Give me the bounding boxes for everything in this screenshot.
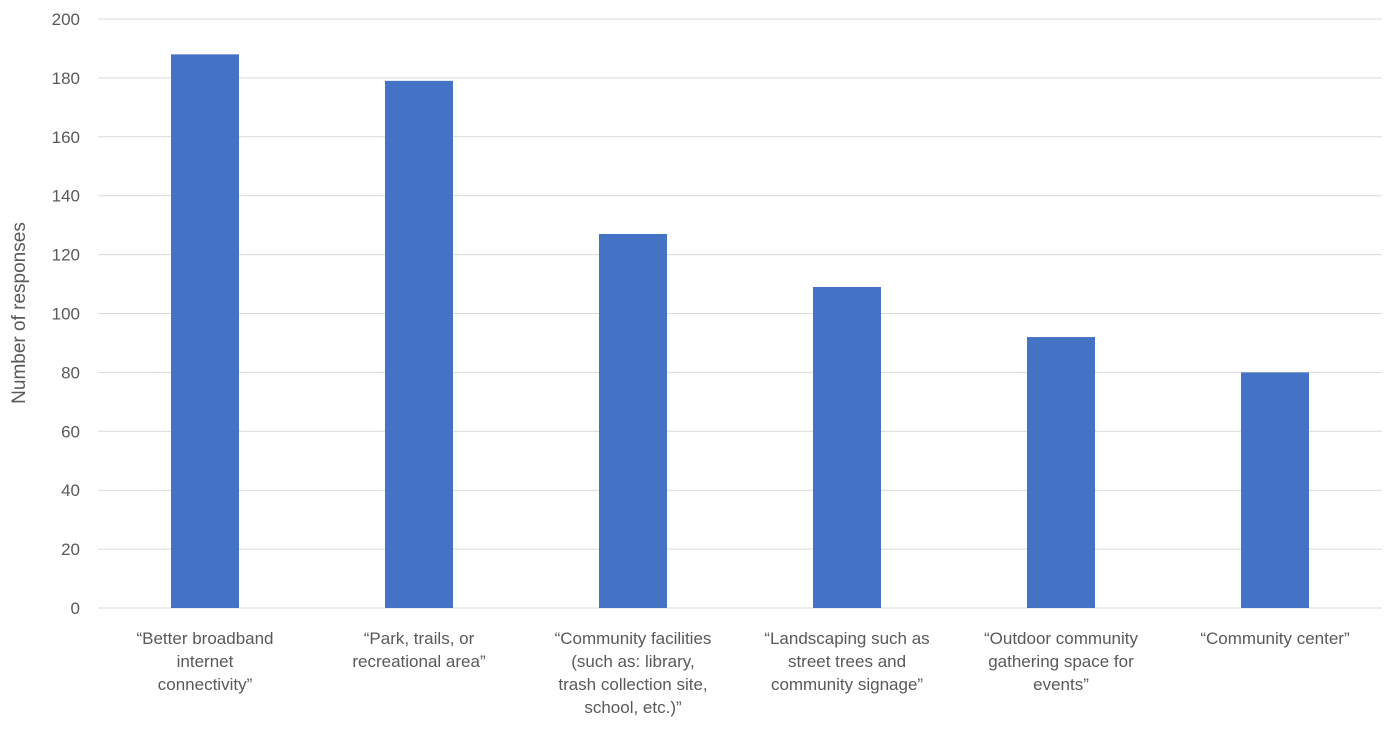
x-category-label: “Outdoor community gathering space for eve… xyxy=(984,629,1138,694)
y-tick-label: 120 xyxy=(52,246,80,265)
x-axis-categories: “Better broadband internet connectivity” “P… xyxy=(136,629,1349,717)
y-tick-label: 60 xyxy=(61,422,80,441)
y-tick-label: 200 xyxy=(52,10,80,29)
gridlines xyxy=(98,18,1382,609)
y-tick-label: 0 xyxy=(71,599,80,618)
bar-4 xyxy=(813,286,881,608)
bar-3 xyxy=(599,233,667,609)
bar-2 xyxy=(385,80,453,609)
y-axis-ticks: 0 20 40 60 80 100 120 140 160 180 200 xyxy=(52,10,80,618)
y-tick-label: 180 xyxy=(52,69,80,88)
y-tick-label: 140 xyxy=(52,187,80,206)
y-tick-label: 160 xyxy=(52,128,80,147)
bar-1 xyxy=(171,54,239,608)
x-category-label: “Community facilities (such as: library, t… xyxy=(555,629,712,717)
y-tick-label: 100 xyxy=(52,305,80,324)
bars xyxy=(171,54,1309,609)
x-category-label: “Better broadband internet connectivity” xyxy=(136,629,273,694)
x-category-label: “Community center” xyxy=(1200,629,1350,648)
y-tick-label: 40 xyxy=(61,481,80,500)
x-category-label: “Landscaping such as street trees and comm… xyxy=(764,629,929,694)
y-axis-title: Number of responses xyxy=(9,222,30,404)
bar-5 xyxy=(1027,337,1095,608)
y-tick-label: 80 xyxy=(61,363,80,382)
x-category-label: “Park, trails, or recreational area” xyxy=(352,629,486,671)
y-tick-label: 20 xyxy=(61,540,80,559)
bar-6 xyxy=(1241,372,1309,608)
